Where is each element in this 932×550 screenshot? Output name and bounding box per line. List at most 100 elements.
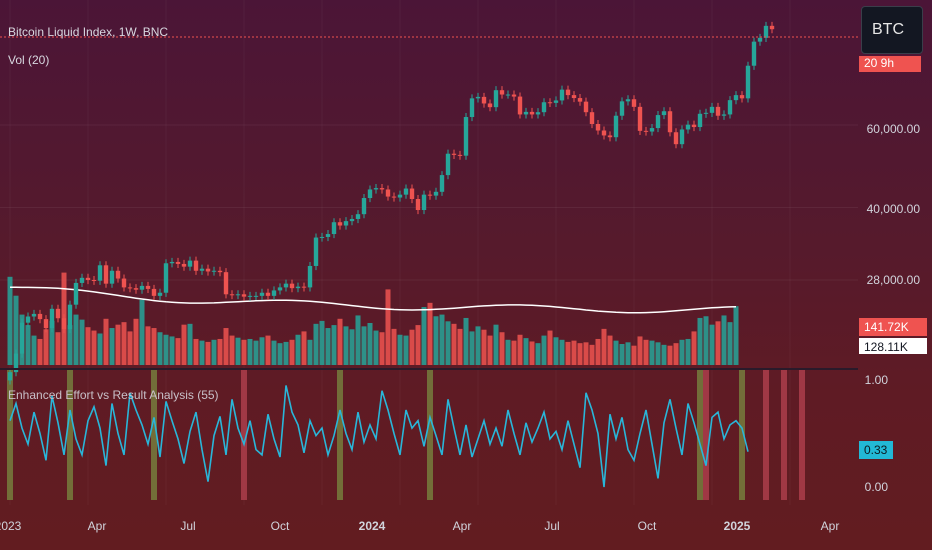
volume-bar xyxy=(271,340,277,365)
candle-up xyxy=(79,277,85,283)
volume-bar xyxy=(541,335,547,365)
volume-bar xyxy=(733,306,739,365)
ticker-button[interactable]: BTC xyxy=(861,6,923,54)
candle-up xyxy=(349,218,355,222)
candle-up xyxy=(403,188,409,195)
indicator-value-tag: 0.33 xyxy=(859,441,893,459)
candle-up xyxy=(253,295,259,297)
candle-down xyxy=(691,124,697,128)
candle-up xyxy=(259,292,265,296)
volume-bar xyxy=(415,325,421,365)
candle-down xyxy=(385,189,391,197)
volume-legend[interactable]: Vol (20) xyxy=(8,53,50,67)
candle-down xyxy=(607,135,613,138)
volume-bar xyxy=(373,330,379,365)
candle-down xyxy=(739,95,745,99)
volume-bar xyxy=(487,335,493,365)
candle-down xyxy=(511,94,517,97)
candle-up xyxy=(505,94,511,96)
candle-up xyxy=(343,221,349,226)
volume-bar xyxy=(421,307,427,365)
volume-bar xyxy=(637,336,643,365)
volume-bar xyxy=(295,334,301,365)
indicator-axis-top: 1.00 xyxy=(864,373,888,387)
candle-up xyxy=(613,115,619,138)
volume-bar xyxy=(133,318,139,365)
candle-up xyxy=(697,113,703,128)
volume-bar xyxy=(49,320,55,365)
result-highlight-bar xyxy=(703,369,709,500)
candle-down xyxy=(565,89,571,96)
volume-bar xyxy=(379,332,385,365)
candle-down xyxy=(391,196,397,198)
volume-bar xyxy=(37,338,43,365)
candle-down xyxy=(451,153,457,155)
volume-bar xyxy=(565,341,571,365)
candle-down xyxy=(103,265,109,284)
candle-up xyxy=(157,292,163,296)
time-label-oct-2023: Oct xyxy=(270,519,290,533)
volume-bar xyxy=(553,337,559,365)
volume-bar xyxy=(181,324,187,365)
candle-down xyxy=(115,270,121,279)
candle-down xyxy=(145,285,151,289)
candle-up xyxy=(25,316,31,323)
candle-down xyxy=(487,103,493,108)
volume-bar xyxy=(115,324,121,365)
volume-bar xyxy=(223,328,229,365)
volume-bar xyxy=(301,331,307,365)
time-label-apr-2024: Apr xyxy=(452,519,472,533)
volume-bar xyxy=(571,340,577,365)
volume-bar xyxy=(139,299,145,365)
effort-highlight-bar xyxy=(697,369,703,500)
indicator-legend[interactable]: Enhanced Effort vs Result Analysis (55) xyxy=(8,388,219,402)
candle-up xyxy=(313,237,319,266)
candle-down xyxy=(631,99,637,107)
volume-bar xyxy=(727,322,733,365)
candle-up xyxy=(319,236,325,238)
candle-down xyxy=(427,194,433,196)
effort-highlight-bar xyxy=(67,369,73,500)
volume-bar xyxy=(475,326,481,365)
candle-up xyxy=(541,102,547,113)
indicator-axis-bottom: 0.00 xyxy=(864,480,888,494)
volume-bar xyxy=(589,344,595,365)
volume-bar xyxy=(283,341,289,365)
price-label-60000: 60,000.00 xyxy=(866,122,920,136)
candle-up xyxy=(445,153,451,176)
time-label-2023: 2023 xyxy=(0,519,22,533)
candle-up xyxy=(187,260,193,267)
volume-bar xyxy=(673,343,679,365)
last-volume-tag: 141.72K xyxy=(859,318,927,336)
volume-bar xyxy=(313,323,319,365)
volume-bar xyxy=(403,335,409,365)
volume-bar xyxy=(349,329,355,365)
volume-bar xyxy=(511,340,517,365)
volume-bar xyxy=(607,335,613,365)
candle-up xyxy=(235,294,241,296)
candle-up xyxy=(283,283,289,288)
candle-down xyxy=(409,188,415,199)
candle-down xyxy=(415,198,421,211)
volume-bar xyxy=(613,340,619,365)
volume-bar xyxy=(193,338,199,365)
candle-down xyxy=(121,278,127,288)
volume-bar xyxy=(205,341,211,365)
volume-bar xyxy=(679,339,685,365)
candle-up xyxy=(559,89,565,101)
candle-up xyxy=(493,90,499,108)
candle-up xyxy=(7,372,13,381)
candle-up xyxy=(733,95,739,101)
candle-down xyxy=(43,319,49,329)
volume-bar xyxy=(457,328,463,365)
indicator-highlight-bars xyxy=(7,369,805,500)
chart-title: Bitcoin Liquid Index, 1W, BNC xyxy=(8,25,169,39)
candle-up xyxy=(307,265,313,288)
volume-bar xyxy=(175,338,181,365)
volume-bar xyxy=(505,339,511,365)
volume-bar xyxy=(625,342,631,365)
candle-up xyxy=(361,198,367,215)
candle-down xyxy=(583,101,589,113)
candle-down xyxy=(577,98,583,102)
